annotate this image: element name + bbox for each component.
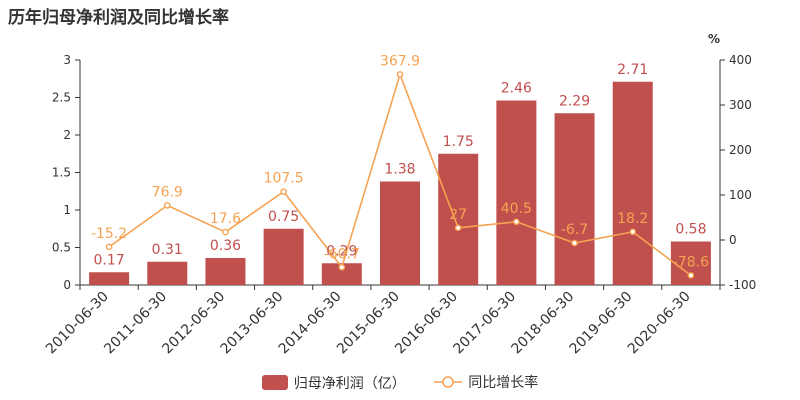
legend-item-line[interactable]: 同比增长率	[434, 372, 538, 392]
bar-value-label: 0.75	[268, 209, 299, 225]
y-right-unit-label: %	[708, 32, 720, 46]
legend-bar-label: 归母净利润（亿）	[293, 375, 406, 392]
bar-value-label: 0.17	[94, 252, 125, 268]
bar-value-label: 2.29	[559, 93, 590, 109]
line-point	[163, 202, 171, 209]
y-left-tick-label: 0	[63, 278, 71, 292]
bar-value-label: 1.38	[384, 162, 415, 178]
line-point	[280, 188, 287, 195]
bar	[205, 258, 246, 285]
data-labels: 0.17 0.31 0.36 0.75 0.29 1.38 1.75 2.46 2.29 2.71…	[91, 53, 709, 270]
bar	[554, 113, 595, 285]
line-point	[222, 228, 229, 236]
x-tick-label: 2020-06-30	[625, 289, 694, 358]
line-value-label: 17.6	[210, 211, 241, 227]
line-value-label: 18.2	[617, 211, 648, 227]
legend-item-bar[interactable]: 归母净利润（亿）	[261, 373, 406, 393]
bar-value-label: 0.58	[675, 222, 706, 238]
line-value-label: 40.5	[501, 201, 532, 217]
bar-value-label: 2.46	[501, 81, 532, 97]
bar	[263, 228, 304, 285]
y-left-tick-label: 2	[63, 128, 71, 142]
line-point	[454, 224, 462, 232]
line-value-label: 107.5	[264, 171, 304, 187]
line-value-label: -60.7	[324, 246, 360, 262]
bar-value-label: 1.75	[443, 134, 474, 150]
line-value-label: 76.9	[152, 184, 183, 200]
line-point	[513, 218, 520, 226]
bar	[380, 181, 420, 285]
line-point	[687, 272, 695, 279]
bar-value-label: 0.29	[326, 243, 357, 259]
chart-canvas: 00.511.522.53-1000100200300400%2010-06-3…	[43, 32, 756, 358]
bar-series	[89, 81, 711, 285]
bar-value-label: 2.71	[617, 62, 648, 78]
bar	[89, 272, 130, 285]
chart-title: 历年归母净利润及同比增长率	[8, 8, 229, 28]
line-point	[105, 243, 113, 251]
line-value-label: -78.6	[673, 254, 709, 270]
bar	[496, 100, 537, 285]
bar	[438, 153, 479, 285]
line-value-label: -15.2	[91, 226, 127, 242]
line-point	[629, 228, 637, 236]
y-left-tick-label: 1	[63, 203, 71, 217]
y-right-tick-label: 200	[729, 143, 752, 157]
bar	[612, 81, 653, 285]
bar	[147, 261, 188, 285]
y-left-tick-label: 3	[63, 53, 71, 67]
y-right-tick-label: -100	[729, 278, 756, 292]
line-point	[571, 239, 578, 247]
line-point	[338, 264, 346, 271]
y-right-tick-label: 300	[729, 98, 752, 112]
bar-value-label: 0.31	[152, 242, 183, 258]
y-right-tick-label: 100	[729, 188, 752, 202]
y-left-tick-label: 2.5	[52, 91, 71, 105]
y-left-tick-label: 0.5	[52, 241, 71, 255]
legend-bar-swatch	[261, 375, 288, 390]
y-right-tick-label: 0	[729, 233, 737, 247]
line-value-label: 27	[449, 207, 467, 223]
legend-line-swatch	[434, 374, 463, 390]
line-value-label: 367.9	[380, 53, 420, 69]
bar	[321, 263, 362, 285]
y-right-tick-label: 400	[729, 53, 752, 67]
line-series	[105, 71, 695, 279]
y-left-tick-label: 1.5	[52, 166, 71, 180]
legend-line-label: 同比增长率	[468, 375, 539, 391]
legend: 归母净利润（亿） 同比增长率	[0, 372, 800, 394]
line-value-label: -6.7	[561, 222, 588, 238]
bar-value-label: 0.36	[210, 238, 241, 254]
line-point	[396, 71, 404, 78]
